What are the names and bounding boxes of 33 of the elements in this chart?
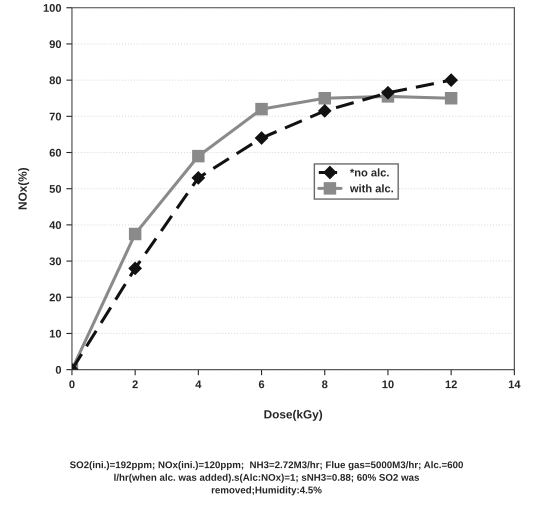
point — [254, 131, 268, 145]
legend-label: *no alc. — [350, 168, 389, 176]
y-tick-label: 90 — [50, 40, 62, 48]
y-tick-label: 80 — [50, 76, 62, 84]
legend-label: with alc. — [350, 184, 393, 192]
y-tick-label: 100 — [44, 4, 62, 12]
y-tick-label: 40 — [49, 221, 62, 230]
point — [381, 86, 395, 100]
x-axis-title: Dose(kGy) — [264, 410, 322, 421]
x-tick-label: 0 — [69, 380, 75, 388]
point — [444, 74, 458, 87]
point — [318, 104, 332, 118]
x-tick-label: 2 — [132, 380, 138, 388]
point — [192, 171, 205, 184]
y-tick-label: 30 — [49, 257, 62, 266]
x-tick-label: 6 — [258, 380, 264, 388]
point — [318, 92, 331, 104]
x-tick-label: 12 — [446, 380, 457, 388]
y-tick-label: 0 — [56, 366, 62, 374]
point — [444, 92, 458, 104]
x-tick-label: 14 — [508, 380, 520, 388]
text: SO2(ini.)=192ppm; NOx(ini.)=120ppm; NH3=2.72M3/hr; Flue gas=5000M3/hr; Alc.=600 l/hr(when alc. was added).s(Alc:NOx)=1; sNH3=0.88; 60% SO2 was removed;Humidity:4.5% — [70, 461, 464, 496]
point — [192, 150, 205, 162]
point — [255, 102, 268, 116]
x-tick-label: 10 — [382, 380, 394, 388]
y-tick-label: 70 — [50, 112, 62, 120]
y-axis-title: NOx(%) — [18, 168, 30, 210]
x-tick-label: 8 — [322, 380, 328, 388]
y-tick-label: 20 — [50, 294, 62, 302]
y-tick-label: 10 — [50, 330, 62, 338]
y-tick-label: 50 — [50, 184, 62, 193]
y-tick-label: 60 — [50, 148, 62, 157]
x-tick-label: 4 — [195, 380, 202, 388]
